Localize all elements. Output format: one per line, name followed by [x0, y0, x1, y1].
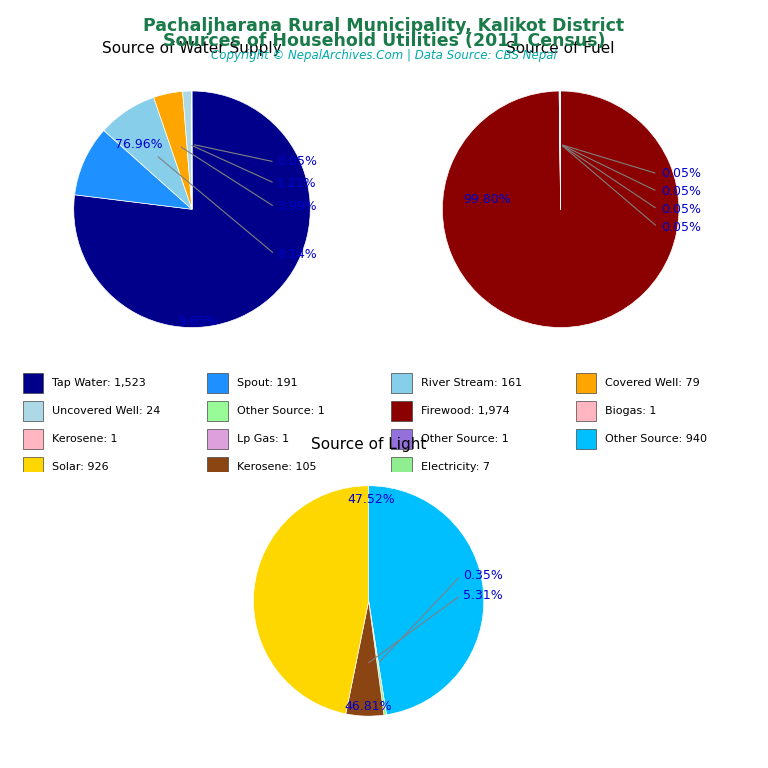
Text: 0.05%: 0.05%	[661, 203, 701, 216]
Bar	[23, 373, 43, 393]
Text: 0.05%: 0.05%	[661, 185, 701, 198]
Bar	[23, 457, 43, 477]
Wedge shape	[346, 601, 384, 717]
Text: Spout: 191: Spout: 191	[237, 378, 297, 389]
Wedge shape	[74, 131, 192, 209]
Text: 8.14%: 8.14%	[277, 248, 317, 260]
Text: Solar: 926: Solar: 926	[52, 462, 109, 472]
Title: Source of Fuel: Source of Fuel	[506, 41, 615, 56]
Wedge shape	[560, 91, 561, 209]
Text: Other Source: 1: Other Source: 1	[237, 406, 324, 416]
Text: Tap Water: 1,523: Tap Water: 1,523	[52, 378, 146, 389]
Text: Uncovered Well: 24: Uncovered Well: 24	[52, 406, 161, 416]
Bar	[207, 429, 227, 449]
Title: Source of Water Supply: Source of Water Supply	[102, 41, 282, 56]
Text: 0.05%: 0.05%	[277, 155, 317, 168]
Bar	[576, 401, 596, 421]
Text: Copyright © NepalArchives.Com | Data Source: CBS Nepal: Copyright © NepalArchives.Com | Data Sou…	[211, 49, 557, 62]
Bar	[392, 457, 412, 477]
Text: 1.21%: 1.21%	[277, 177, 316, 190]
Bar	[23, 429, 43, 449]
Bar	[207, 401, 227, 421]
Text: Covered Well: 79: Covered Well: 79	[605, 378, 700, 389]
Wedge shape	[74, 91, 310, 327]
Bar	[392, 429, 412, 449]
Bar	[392, 401, 412, 421]
Text: Electricity: 7: Electricity: 7	[421, 462, 490, 472]
Wedge shape	[154, 91, 192, 209]
Text: Biogas: 1: Biogas: 1	[605, 406, 657, 416]
Text: Kerosene: 105: Kerosene: 105	[237, 462, 316, 472]
Bar	[207, 457, 227, 477]
Text: Kerosene: 1: Kerosene: 1	[52, 434, 118, 444]
Bar	[207, 373, 227, 393]
Text: River Stream: 161: River Stream: 161	[421, 378, 522, 389]
Text: 76.96%: 76.96%	[115, 137, 163, 151]
Text: 3.99%: 3.99%	[277, 200, 316, 214]
Text: 0.35%: 0.35%	[463, 569, 503, 582]
Text: Pachaljharana Rural Municipality, Kalikot District: Pachaljharana Rural Municipality, Kaliko…	[144, 17, 624, 35]
Text: 0.05%: 0.05%	[661, 167, 701, 180]
Text: 9.65%: 9.65%	[178, 315, 218, 328]
Wedge shape	[104, 98, 192, 209]
Wedge shape	[559, 91, 561, 209]
Text: 5.31%: 5.31%	[463, 589, 503, 601]
Text: Lp Gas: 1: Lp Gas: 1	[237, 434, 289, 444]
Bar	[576, 429, 596, 449]
Title: Source of Light: Source of Light	[311, 437, 426, 452]
Bar	[23, 401, 43, 421]
Bar	[392, 373, 412, 393]
Wedge shape	[183, 91, 192, 209]
Text: 0.05%: 0.05%	[661, 220, 701, 233]
Text: Other Source: 940: Other Source: 940	[605, 434, 707, 444]
Wedge shape	[369, 486, 484, 715]
Text: 99.80%: 99.80%	[463, 194, 511, 207]
Text: 46.81%: 46.81%	[345, 700, 392, 713]
Wedge shape	[369, 601, 386, 715]
Wedge shape	[442, 91, 679, 327]
Text: Other Source: 1: Other Source: 1	[421, 434, 508, 444]
Bar	[576, 373, 596, 393]
Text: Firewood: 1,974: Firewood: 1,974	[421, 406, 510, 416]
Text: Sources of Household Utilities (2011 Census): Sources of Household Utilities (2011 Cen…	[163, 32, 605, 50]
Wedge shape	[253, 486, 369, 714]
Text: 47.52%: 47.52%	[347, 493, 395, 506]
